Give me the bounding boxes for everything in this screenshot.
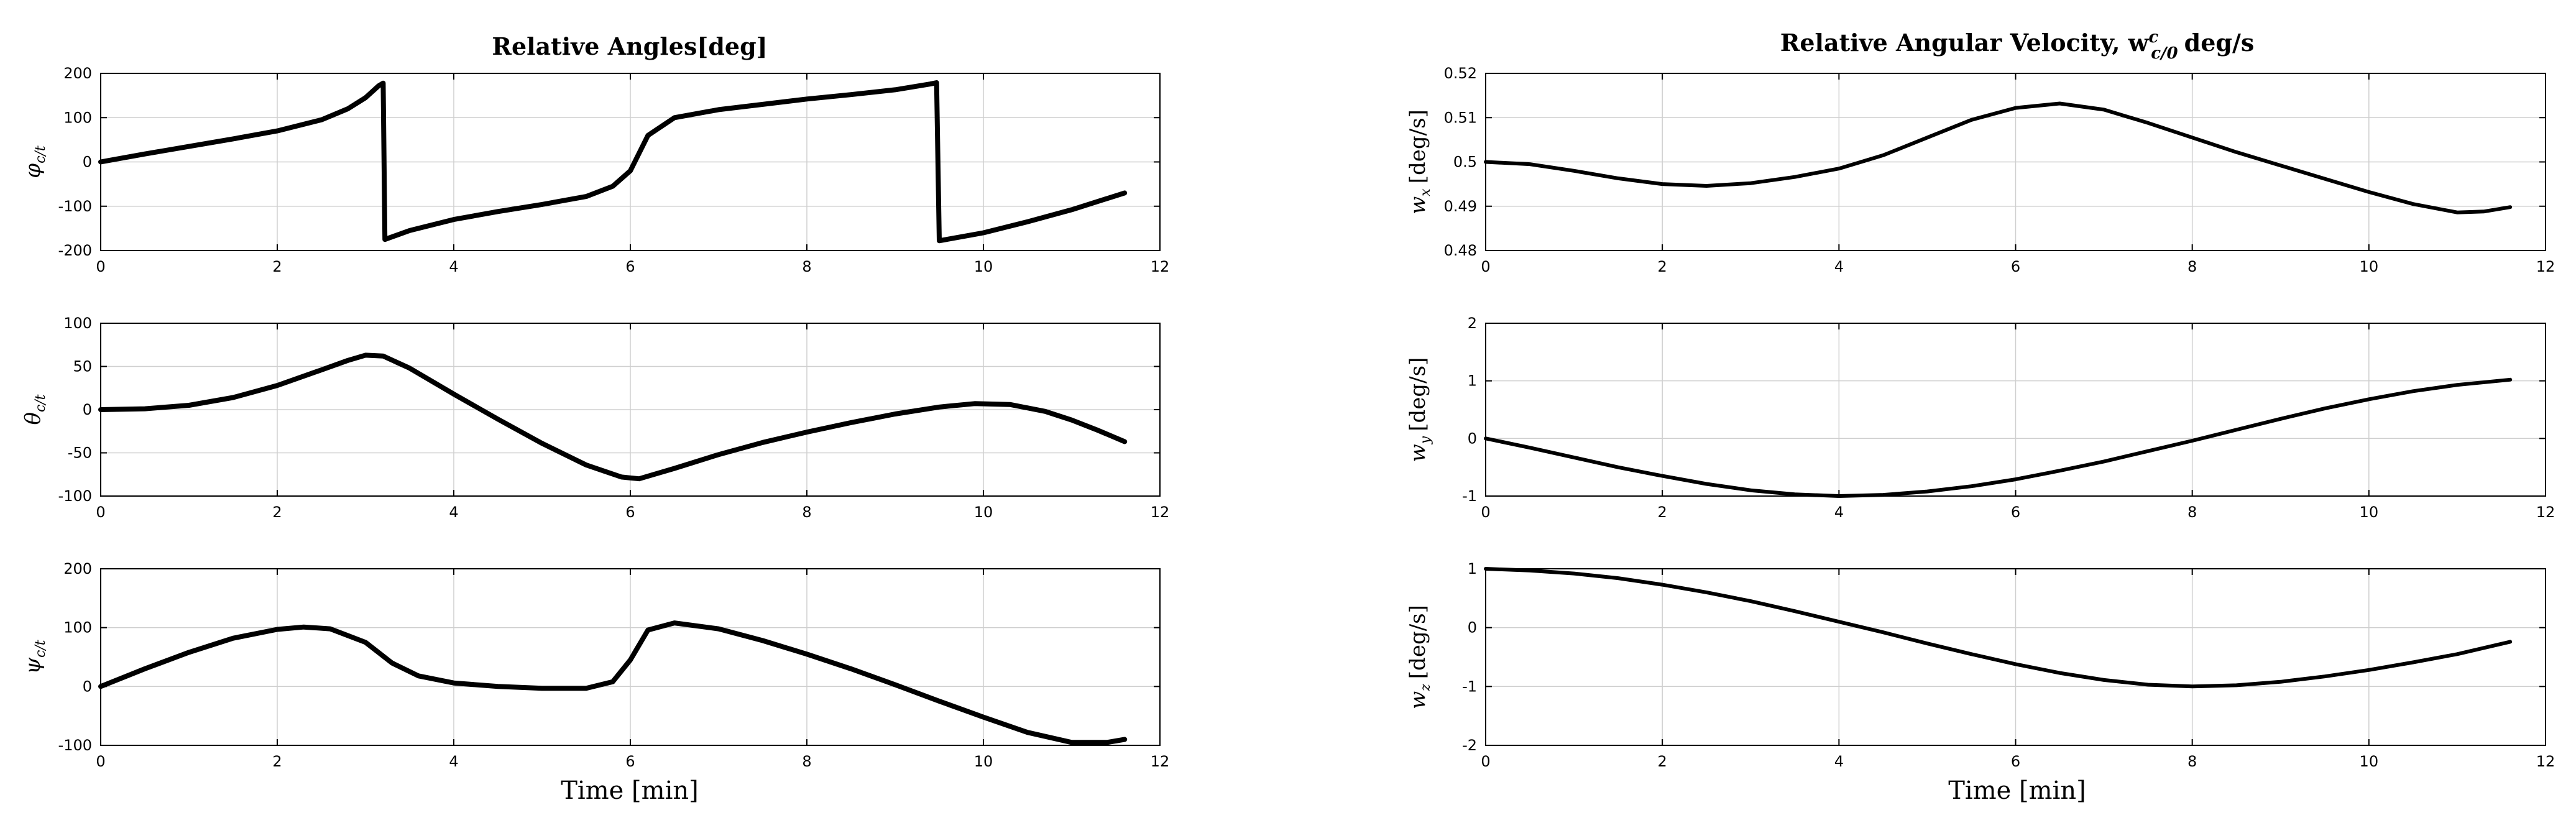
y-tick-label: -50 [68, 444, 92, 462]
x-tick-label: 12 [1151, 504, 1170, 521]
y-tick-label: 0.49 [1444, 198, 1477, 215]
x-tick-label: 8 [802, 753, 811, 770]
x-tick-label: 4 [449, 504, 458, 521]
y-tick-label: 1 [1468, 372, 1477, 390]
x-tick-label: 0 [96, 258, 105, 275]
x-tick-label: 10 [974, 753, 993, 770]
x-tick-label: 10 [974, 504, 993, 521]
x-tick-label: 2 [1658, 258, 1667, 275]
series-line [98, 620, 1128, 745]
x-tick-label: 10 [2360, 258, 2379, 275]
x-tick-label: 8 [2187, 504, 2197, 521]
right-title: Relative Angular Velocity, wc c/0 deg/s [1780, 28, 2254, 63]
x-tick-label: 8 [2187, 753, 2197, 770]
y-tick-label: 0.52 [1444, 65, 1477, 82]
x-tick-label: 2 [1658, 504, 1667, 521]
x-tick-label: 6 [2011, 504, 2020, 521]
y-tick-label: -100 [58, 737, 92, 754]
panel-1: 0 2 4 6 8 10 12 200 100 0 -100 -200 φc/t [21, 65, 1169, 275]
x-tick-label: 12 [1151, 258, 1170, 275]
x-tick-label: 10 [2360, 753, 2379, 770]
x-tick-label: 10 [2360, 504, 2379, 521]
x-tick-label: 12 [2536, 504, 2555, 521]
series-line [1484, 377, 2513, 498]
y-tick-label: -200 [58, 242, 92, 259]
y-tick-label: 0 [1468, 619, 1477, 637]
x-tick-label: 8 [802, 258, 811, 275]
x-axis-label-right: Time [min] [1948, 776, 2086, 805]
y-tick-label: 200 [63, 560, 92, 577]
x-tick-label: 4 [1834, 504, 1844, 521]
x-tick-label: 0 [1481, 504, 1490, 521]
y-tick-label: -1 [1462, 487, 1477, 505]
y-tick-label: 100 [63, 315, 92, 332]
panel-2: 0 2 4 6 8 10 12 100 50 0 -50 -100 θc/t [21, 315, 1169, 521]
x-tick-label: 2 [272, 504, 282, 521]
y-tick-label: 50 [73, 358, 92, 375]
x-tick-label: 0 [96, 504, 105, 521]
y-tick-label: -100 [58, 198, 92, 215]
x-tick-label: 4 [449, 753, 458, 770]
x-tick-label: 6 [625, 504, 635, 521]
x-tick-label: 10 [974, 258, 993, 275]
x-tick-label: 6 [625, 753, 635, 770]
y-axis-label: φc/t [21, 145, 48, 178]
series-line [98, 80, 1128, 244]
y-axis-label: wy[deg/s] [1405, 357, 1433, 462]
y-tick-label: -100 [58, 487, 92, 505]
x-tick-label: 12 [2536, 258, 2555, 275]
x-tick-label: 12 [2536, 753, 2555, 770]
panel-4: 0 2 4 6 8 10 12 0.52 0.51 0.5 0.49 0.48 wx[deg/s] [1405, 65, 2555, 275]
y-tick-label: 0 [83, 401, 92, 418]
x-tick-label: 6 [2011, 753, 2020, 770]
x-axis-label-left: Time [min] [561, 776, 698, 805]
left-title: Relative Angles[deg] [492, 32, 767, 60]
y-tick-label: 0.5 [1453, 154, 1477, 171]
x-tick-label: 8 [2187, 258, 2197, 275]
axes-frame [1485, 568, 2546, 746]
x-tick-label: 8 [802, 504, 811, 521]
x-tick-label: 4 [1834, 753, 1844, 770]
y-tick-label: 1 [1468, 560, 1477, 577]
y-axis-label: θc/t [21, 394, 48, 425]
y-axis-label: wx[deg/s] [1405, 109, 1433, 214]
y-tick-label: -1 [1462, 678, 1477, 695]
x-tick-label: 0 [1481, 258, 1490, 275]
y-tick-label: 0 [83, 154, 92, 171]
x-tick-label: 6 [2011, 258, 2020, 275]
y-tick-label: 100 [63, 109, 92, 126]
y-axis-label: wz[deg/s] [1405, 605, 1433, 709]
x-tick-label: 4 [1834, 258, 1844, 275]
y-tick-label: 100 [63, 619, 92, 637]
y-tick-label: 0.51 [1444, 109, 1477, 126]
x-tick-label: 6 [625, 258, 635, 275]
y-tick-label: 0.48 [1444, 242, 1477, 259]
y-tick-label: -2 [1462, 737, 1477, 754]
series-line [1484, 567, 2513, 689]
y-tick-label: 2 [1468, 315, 1477, 332]
x-tick-label: 2 [1658, 753, 1667, 770]
y-tick-label: 200 [63, 65, 92, 82]
series-line [1484, 101, 2513, 214]
y-axis-label: ψc/t [21, 640, 48, 674]
axes-frame [100, 568, 1161, 746]
x-tick-label: 12 [1151, 753, 1170, 770]
x-tick-label: 2 [272, 753, 282, 770]
x-tick-label: 0 [96, 753, 105, 770]
x-tick-label: 4 [449, 258, 458, 275]
axes-frame [1485, 323, 2546, 497]
series-line [98, 352, 1128, 482]
x-tick-label: 0 [1481, 753, 1490, 770]
x-tick-label: 2 [272, 258, 282, 275]
y-tick-label: 0 [83, 678, 92, 695]
y-tick-label: 0 [1468, 430, 1477, 447]
